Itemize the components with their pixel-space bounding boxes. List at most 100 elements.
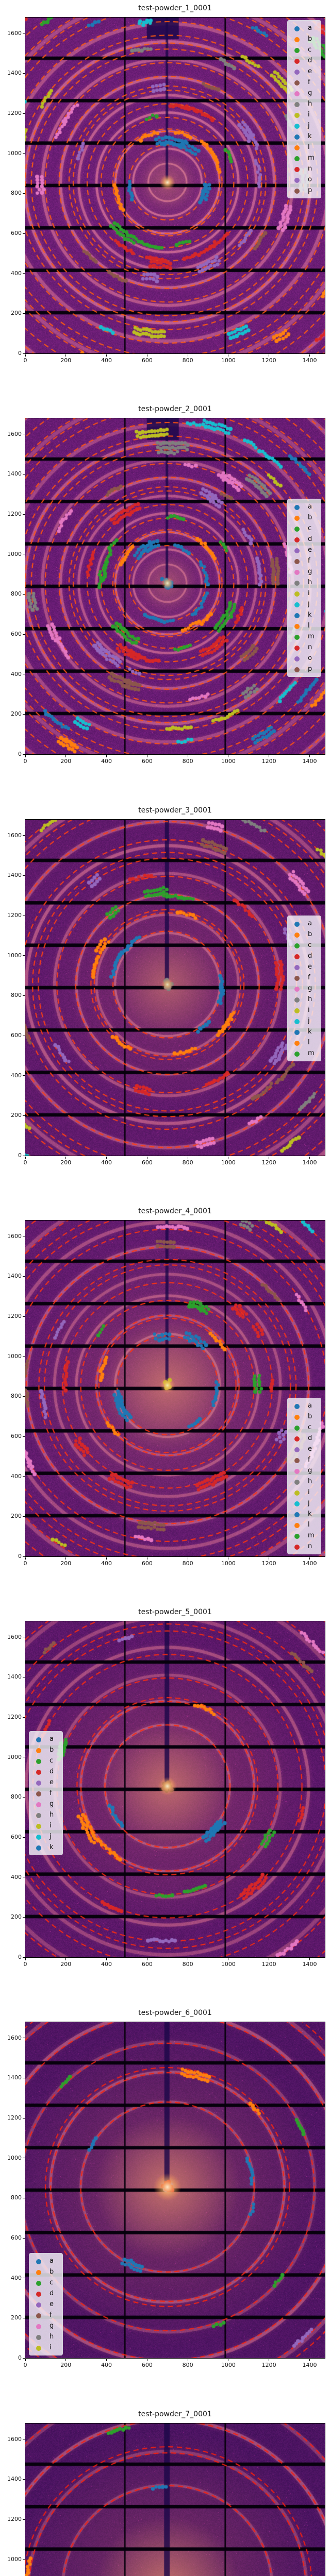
legend-marker-dot [294,1501,300,1506]
legend-entry: h [288,99,321,110]
legend-marker-dot [36,1802,41,1807]
plot-title: test-powder_1_0001 [138,4,212,12]
legend-entry: b [288,1412,321,1422]
legend-entry: o [288,175,321,185]
legend-entry: k [288,1509,321,1520]
legend-entry-label: b [308,35,312,43]
legend-entry-label: k [308,611,312,619]
legend-marker-dot [294,124,300,129]
y-tick-label: 200 [11,310,22,317]
y-tick-mark [23,1516,25,1517]
y-tick-label: 1200 [7,1313,22,1319]
x-tick-label: 600 [141,1159,153,1166]
legend-entry: n [288,164,321,175]
y-tick-label: 600 [11,631,22,637]
x-tick-label: 1000 [221,1560,236,1567]
legend-entry: j [288,121,321,131]
y-tick-label: 1400 [7,1273,22,1280]
legend-entry: n [288,1541,321,1552]
plot-title: test-powder_2_0001 [138,405,212,413]
x-tick-label: 400 [101,1560,112,1567]
y-tick-mark [23,1957,25,1958]
legend-marker-dot [36,1845,41,1851]
diffraction-image-canvas [25,2424,325,2576]
legend-entry-label: e [308,1445,312,1453]
y-tick-label: 800 [11,590,22,598]
y-tick-label: 1200 [7,1714,22,1720]
legend-entry: b [29,1745,62,1756]
y-tick-mark [23,875,25,876]
y-tick-mark [23,754,25,755]
legend-entry: c [288,940,321,951]
legend-entry: c [288,45,321,56]
x-tick-label: 800 [182,758,193,765]
legend-entry-label: d [50,2290,54,2297]
x-tick-label: 800 [182,2362,193,2368]
legend-entry-label: m [308,1532,315,1539]
legend-marker-dot [294,1019,300,1024]
y-tick-mark [23,835,25,836]
x-tick-label: 1200 [261,1159,276,1166]
x-tick-label: 0 [23,758,27,765]
legend-entry-label: f [308,557,310,565]
diffraction-panel: test-powder_3_0001 0 200 400 600 800 1000 1200 1… [0,802,330,1203]
legend-entry: m [288,1531,321,1541]
y-tick-label: 0 [18,350,22,357]
legend-marker-dot [36,1824,41,1829]
x-tick-label: 800 [182,1159,193,1166]
diffraction-image-canvas [25,820,325,1156]
legend-entry: h [29,1810,62,1821]
y-tick-label: 800 [11,992,22,999]
y-tick-label: 1000 [7,1753,22,1760]
y-tick-label: 1600 [7,2034,22,2041]
legend-marker-dot [36,2324,41,2329]
y-tick-label: 200 [11,1513,22,1520]
x-tick-mark [309,1157,310,1159]
y-tick-label: 1400 [7,70,22,77]
legend-entry: b [288,34,321,45]
y-tick-mark [23,1316,25,1317]
legend-entry-label: a [308,1402,312,1410]
x-tick-mark [106,755,107,757]
legend-entry-label: j [308,122,310,129]
legend-marker-dot [294,976,300,981]
y-tick-mark [23,1396,25,1397]
legend-entry-label: e [50,1778,54,1786]
legend-marker-dot [294,26,300,31]
legend-entry: a [288,919,321,929]
legend-entry-label: e [308,963,312,971]
legend-entry: f [288,77,321,88]
y-tick-label: 1400 [7,2074,22,2081]
legend-entry: a [29,1734,62,1745]
legend-entry-label: d [50,1768,54,1775]
y-tick-mark [23,1276,25,1277]
y-tick-label: 1000 [7,149,22,157]
legend-entry-label: a [308,920,312,927]
x-tick-label: 600 [141,1961,153,1968]
legend-entry-label: g [308,985,312,992]
legend-entry-label: g [308,568,312,575]
x-tick-label: 1400 [302,1159,317,1166]
legend-entry: j [288,599,321,610]
legend-entry-label: f [308,78,310,86]
legend-entry-label: a [50,2257,54,2265]
x-tick-label: 1200 [261,2362,276,2368]
y-tick-label: 800 [11,1393,22,1400]
legend-entry: g [29,1799,62,1810]
x-tick-label: 600 [141,1560,153,1567]
x-tick-mark [65,1958,67,1960]
legend-entry-label: m [308,1049,315,1057]
legend-marker-dot [294,167,300,172]
legend-entry-label: g [308,89,312,97]
legend-entry: e [29,1777,62,1788]
x-tick-mark [309,1557,310,1560]
y-tick-label: 200 [11,1913,22,1921]
legend-entry-label: e [50,2300,54,2308]
legend-marker-dot [294,987,300,992]
legend-entry-label: f [50,2311,52,2319]
y-tick-mark [23,193,25,194]
legend-entry: g [288,567,321,578]
legend-entry-label: c [308,46,312,54]
legend-marker-dot [36,2259,41,2264]
